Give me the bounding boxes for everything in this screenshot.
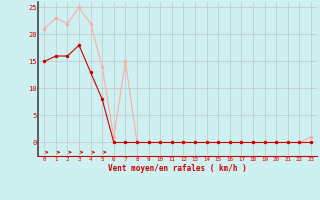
X-axis label: Vent moyen/en rafales ( km/h ): Vent moyen/en rafales ( km/h ) <box>108 164 247 173</box>
